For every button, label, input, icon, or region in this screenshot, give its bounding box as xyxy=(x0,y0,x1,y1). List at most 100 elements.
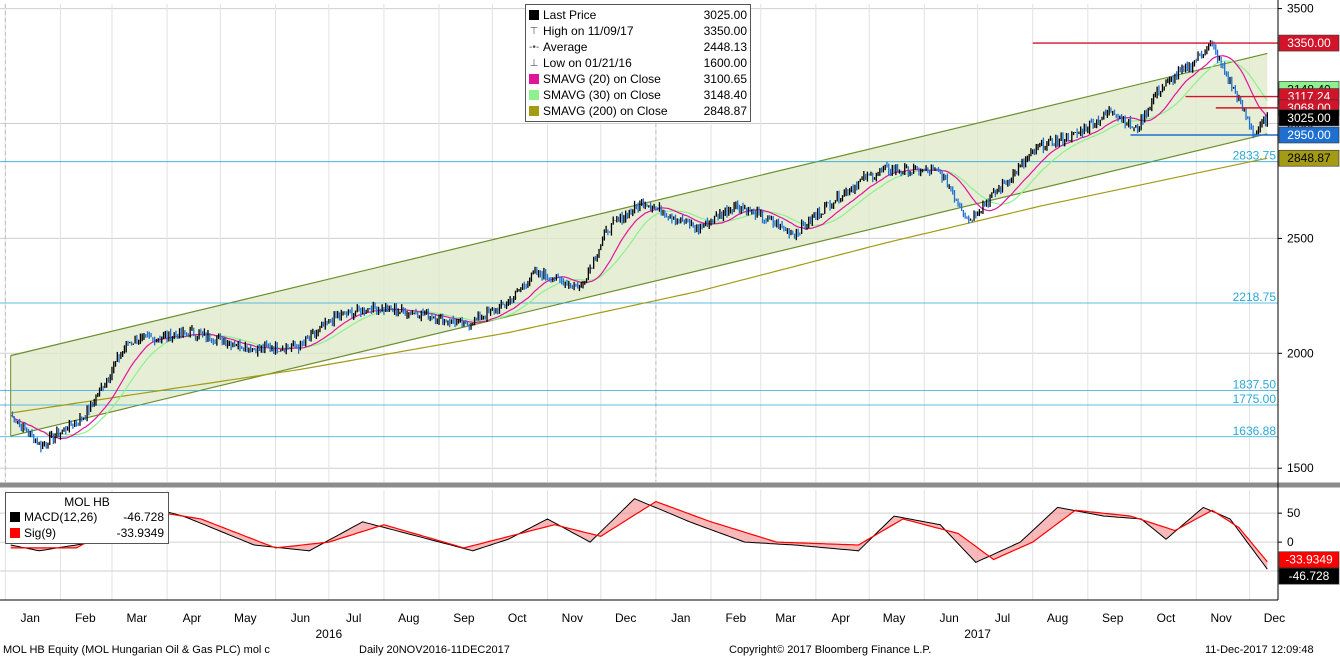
month-label: Jun xyxy=(291,611,310,625)
legend-label: High on 11/09/17 xyxy=(543,24,634,38)
macd-legend-label: MACD(12,26) xyxy=(24,510,98,524)
legend-value: 1600.00 xyxy=(703,56,747,70)
axis-badge-box xyxy=(1278,149,1340,167)
axis-badge-box xyxy=(1278,34,1340,52)
month-label: Mar xyxy=(127,611,148,625)
month-label: May xyxy=(234,611,257,625)
legend-label: SMAVG (200) on Close xyxy=(543,104,668,118)
signal-line xyxy=(10,500,1268,563)
regression-channel-fill xyxy=(10,53,1268,437)
legend-label: Last Price xyxy=(543,8,597,22)
macd-legend: MOL HB MACD(12,26) -46.728 Sig(9) -33.93… xyxy=(5,492,169,544)
legend-value: 2848.87 xyxy=(703,104,747,118)
high-marker-icon: ⊤ xyxy=(529,25,539,37)
legend-value: 2448.13 xyxy=(703,40,747,54)
level-label: 1775.00 xyxy=(1233,392,1277,406)
legend-swatch xyxy=(529,10,539,20)
month-label: Sep xyxy=(453,611,475,625)
macd-panel xyxy=(0,490,1278,600)
macd-legend-value: -46.728 xyxy=(123,510,164,524)
price-legend: Last Price 3025.00 ⊤ High on 11/09/17 3350.0… xyxy=(525,4,751,122)
price-tick-label: 3500 xyxy=(1287,2,1314,16)
month-label: Aug xyxy=(398,611,419,625)
legend-swatch xyxy=(529,90,539,100)
legend-value: 3350.00 xyxy=(703,24,747,38)
month-label: Sep xyxy=(1102,611,1124,625)
legend-swatch xyxy=(529,106,539,116)
month-label: Jul xyxy=(346,611,361,625)
legend-label: Average xyxy=(543,40,588,54)
channel-upper-line xyxy=(10,52,1268,357)
month-label: Aug xyxy=(1047,611,1068,625)
month-label: Mar xyxy=(775,611,796,625)
month-label: Oct xyxy=(1157,611,1176,625)
axis-badge-label: 2848.87 xyxy=(1287,151,1331,165)
month-label: Dec xyxy=(1264,611,1285,625)
level-label: 2218.75 xyxy=(1233,290,1277,304)
month-label: Jan xyxy=(671,611,690,625)
price-tick-label: 2000 xyxy=(1287,346,1314,360)
price-bars xyxy=(11,40,1268,453)
legend-label: SMAVG (30) on Close xyxy=(543,88,661,102)
footer-timestamp: 11-Dec-2017 12:09:48 xyxy=(1205,644,1314,656)
legend-value: 3100.65 xyxy=(703,72,747,86)
month-label: Feb xyxy=(726,611,747,625)
panel-separator xyxy=(0,482,1340,488)
level-label: 1837.50 xyxy=(1233,378,1277,392)
sig-legend-value: -33.9349 xyxy=(116,526,164,540)
legend-value: 3025.00 xyxy=(703,8,747,22)
sma200-line xyxy=(10,157,1268,414)
month-label: Apr xyxy=(831,611,850,625)
legend-row: SMAVG (20) on Close 3100.65 xyxy=(529,71,747,87)
macd-badge-label: -46.728 xyxy=(1289,569,1330,583)
month-label: Nov xyxy=(562,611,583,625)
month-label: Jan xyxy=(21,611,40,625)
axis-badge: 3025.00 xyxy=(1278,109,1340,127)
legend-swatch xyxy=(529,74,539,84)
legend-label: SMAVG (20) on Close xyxy=(543,72,661,86)
month-label: Dec xyxy=(615,611,636,625)
macd-tick-label: 0 xyxy=(1287,535,1294,549)
month-label: Feb xyxy=(75,611,96,625)
macd-badge-box xyxy=(1278,567,1340,585)
year-label: 2016 xyxy=(315,627,342,641)
legend-value: 3148.40 xyxy=(703,88,747,102)
axis-badge-box xyxy=(1278,126,1340,144)
macd-legend-row: MACD(12,26) -46.728 xyxy=(10,509,164,525)
macd-badge-label: -33.9349 xyxy=(1285,553,1333,567)
macd-badge-box xyxy=(1278,551,1340,569)
macd-tick-label: 50 xyxy=(1287,506,1301,520)
axis-badge-label: 3350.00 xyxy=(1287,36,1331,50)
sig-swatch xyxy=(10,528,20,538)
axis-badge: 3350.00 xyxy=(1278,34,1340,52)
sig-legend-row: Sig(9) -33.9349 xyxy=(10,525,164,541)
axis-badge-label: 2950.00 xyxy=(1287,128,1331,142)
axis-badge-label: 3025.00 xyxy=(1287,111,1331,125)
legend-row: ⊥ Low on 01/21/16 1600.00 xyxy=(529,55,747,71)
average-marker-icon: -•- xyxy=(529,41,540,53)
footer: MOL HB Equity (MOL Hungarian Oil & Gas P… xyxy=(0,644,1340,660)
macd-line xyxy=(10,498,1268,570)
legend-row: -•- Average 2448.13 xyxy=(529,39,747,55)
month-label: Jul xyxy=(995,611,1010,625)
legend-row: SMAVG (200) on Close 2848.87 xyxy=(529,103,747,119)
channel-lower-line xyxy=(10,133,1268,437)
level-label: 1636.88 xyxy=(1233,424,1277,438)
sig-legend-label: Sig(9) xyxy=(24,526,57,540)
axis-badge: 2950.00 xyxy=(1278,126,1340,144)
macd-signal-fill xyxy=(10,498,1268,570)
month-label: Nov xyxy=(1210,611,1231,625)
footer-ticker: MOL HB Equity (MOL Hungarian Oil & Gas P… xyxy=(3,644,270,656)
axis-badge-box xyxy=(1278,109,1340,127)
legend-row: ⊤ High on 11/09/17 3350.00 xyxy=(529,23,747,39)
month-label: Apr xyxy=(183,611,202,625)
legend-row: SMAVG (30) on Close 3148.40 xyxy=(529,87,747,103)
month-label: Jun xyxy=(939,611,958,625)
macd-legend-title: MOL HB xyxy=(64,495,110,509)
price-tick-label: 2500 xyxy=(1287,231,1314,245)
month-label: Oct xyxy=(508,611,527,625)
month-label: May xyxy=(883,611,906,625)
footer-copyright: Copyright© 2017 Bloomberg Finance L.P. xyxy=(729,644,932,656)
legend-label: Low on 01/21/16 xyxy=(543,56,632,70)
axis-badge: 2848.87 xyxy=(1278,149,1340,167)
